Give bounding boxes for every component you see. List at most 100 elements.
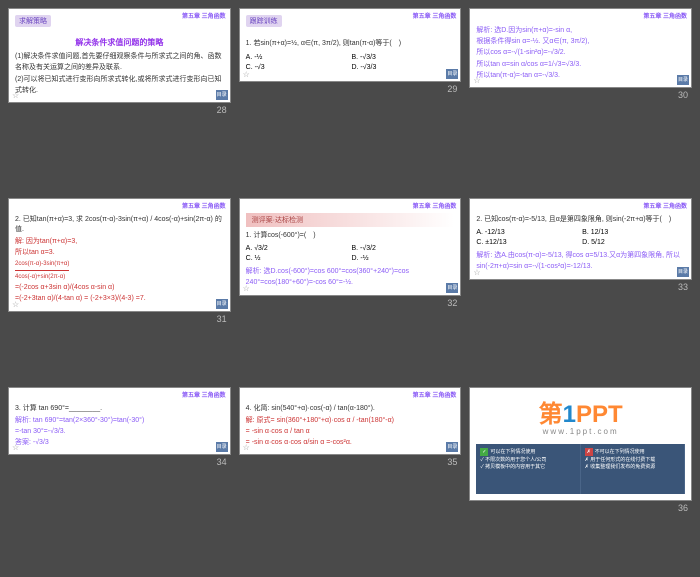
footer-right-title: ✗不可以在下列情况使用 bbox=[585, 448, 680, 456]
slide-number: 34 bbox=[8, 457, 231, 467]
x-icon: ✗ bbox=[585, 448, 593, 456]
footer-box: ✓可以在下列情况使用 ✓ 不限次数的用于您个人/公司 ✓ 拷贝模板中的内容用于其… bbox=[476, 444, 685, 494]
question: 4. 化简: sin(540°+α)·cos(-α) / tan(α-180°)… bbox=[246, 404, 455, 415]
solution: 解: 原式= sin(360°+180°+α)·cos α / -tan(180… bbox=[246, 415, 455, 449]
footer-left-title: ✓可以在下列情况使用 bbox=[480, 448, 575, 456]
option-a: A. -½ bbox=[246, 54, 349, 61]
option-d: D. -½ bbox=[351, 255, 454, 262]
slide-35: 第五章 三角函数 4. 化简: sin(540°+α)·cos(-α) / ta… bbox=[239, 387, 462, 455]
option-c: C. -√3 bbox=[246, 64, 349, 71]
sol-line: 所以tan α=sin α/cos α=1/√3=√3/3. bbox=[476, 59, 685, 70]
slide-number: 35 bbox=[239, 457, 462, 467]
option-d: D. -√3/3 bbox=[351, 64, 454, 71]
footer-left-items: ✓ 不限次数的用于您个人/公司 ✓ 拷贝模板中的内容用于其它 bbox=[480, 456, 575, 470]
options-grid: A. -½ B. -√3/3 C. -√3 D. -√3/3 bbox=[246, 54, 455, 71]
footer-left: ✓可以在下列情况使用 ✓ 不限次数的用于您个人/公司 ✓ 拷贝模板中的内容用于其… bbox=[476, 444, 580, 494]
question: 2. 已知cos(π-α)=-5/13, 且α是第四象限角, 则sin(-2π+… bbox=[476, 215, 685, 226]
nav-icon[interactable]: 目录 bbox=[446, 69, 458, 79]
sol-line: 所以tan α=3. bbox=[15, 247, 224, 258]
option-c: C. ½ bbox=[246, 255, 349, 262]
slide-number: 32 bbox=[239, 298, 462, 308]
footer-right: ✗不可以在下列情况使用 ✗ 用于任何形式的在线付费下载 ✗ 收集整理我们发布的免… bbox=[581, 444, 685, 494]
option-b: B. -√3/2 bbox=[351, 245, 454, 252]
slide-34: 第五章 三角函数 3. 计算 tan 690°=________. 解析: ta… bbox=[8, 387, 231, 455]
logo-part3: PPT bbox=[576, 401, 623, 428]
sol-line: =(-2+3tan α)/(4-tan α) = (-2+3×3)/(4-3) … bbox=[15, 293, 224, 304]
sol-line: = -sin α·cos α·cos α/sin α =-cos²α. bbox=[246, 437, 455, 448]
sol-line: 解析: 选D.因为sin(π+α)=-sin α, bbox=[476, 25, 685, 36]
sol-line: 所以cos α=-√(1-sin²α)=-√3/2. bbox=[476, 47, 685, 58]
slide-number: 36 bbox=[469, 503, 692, 513]
chapter-header: 第五章 三角函数 bbox=[643, 11, 687, 20]
question: 1. 若sin(π+α)=½, α∈(π, 3π/2), 则tan(π-α)等于… bbox=[246, 39, 455, 50]
logo-url: www.1ppt.com bbox=[543, 427, 619, 436]
sol-line: =(-2cos α+3sin α)/(4cos α-sin α) bbox=[15, 282, 224, 293]
question: 2. 已知tan(π+α)=3, 求 2cos(π-α)-3sin(π+α) /… bbox=[15, 215, 224, 236]
chapter-header: 第五章 三角函数 bbox=[182, 201, 226, 210]
question: 1. 计算cos(-600°)=( ) bbox=[246, 231, 455, 242]
option-a: A. -12/13 bbox=[476, 229, 579, 236]
nav-icon[interactable]: 目录 bbox=[446, 442, 458, 452]
heading: 解决条件求值问题的策略 bbox=[15, 37, 224, 48]
solution: 解析: 选D.cos(-600°)=cos 600°=cos(360°+240°… bbox=[246, 266, 455, 288]
star-icon: ☆ bbox=[12, 443, 19, 452]
solution: 解: 因为tan(π+α)=3, 所以tan α=3. 2cos(π-α)-3s… bbox=[15, 236, 224, 305]
slide-36: 第1PPT www.1ppt.com ✓可以在下列情况使用 ✓ 不限次数的用于您… bbox=[469, 387, 692, 501]
sol-line: 解: 原式= sin(360°+180°+α)·cos α / -tan(180… bbox=[246, 415, 455, 426]
nav-icon[interactable]: 目录 bbox=[216, 299, 228, 309]
solution: 解析: tan 690°=tan(2×360°-30°)=tan(-30°) =… bbox=[15, 415, 224, 449]
star-icon: ☆ bbox=[243, 284, 250, 293]
slide-32: 第五章 三角函数 测评案·达标检测 1. 计算cos(-600°)=( ) A.… bbox=[239, 198, 462, 296]
nav-icon[interactable]: 目录 bbox=[677, 75, 689, 85]
nav-icon[interactable]: 目录 bbox=[216, 90, 228, 100]
slide-number: 31 bbox=[8, 314, 231, 324]
slide-33: 第五章 三角函数 2. 已知cos(π-α)=-5/13, 且α是第四象限角, … bbox=[469, 198, 692, 280]
section-label: 求解策略 bbox=[15, 15, 51, 27]
sol-line: = -sin α·cos α / tan α bbox=[246, 426, 455, 437]
star-icon: ☆ bbox=[473, 76, 480, 85]
footer-right-items: ✗ 用于任何形式的在线付费下载 ✗ 收集整理我们发布的免费资源 bbox=[585, 456, 680, 470]
sol-line: 答案: -√3/3 bbox=[15, 437, 224, 448]
options-grid: A. -12/13 B. 12/13 C. ±12/13 D. 5/12 bbox=[476, 229, 685, 246]
slide-30: 第五章 三角函数 解析: 选D.因为sin(π+α)=-sin α, 根据条件得… bbox=[469, 8, 692, 88]
star-icon: ☆ bbox=[473, 268, 480, 277]
logo-part2: 1 bbox=[563, 401, 576, 428]
logo-part1: 第 bbox=[539, 401, 563, 428]
star-icon: ☆ bbox=[12, 91, 19, 100]
option-c: C. ±12/13 bbox=[476, 239, 579, 246]
slide-number: 29 bbox=[239, 84, 462, 94]
options-grid: A. √3/2 B. -√3/2 C. ½ D. -½ bbox=[246, 245, 455, 262]
sol-line: 解: 因为tan(π+α)=3, bbox=[15, 236, 224, 247]
sol-line: 根据条件得sin α=-½. 又α∈(π, 3π/2), bbox=[476, 36, 685, 47]
option-b: B. -√3/3 bbox=[351, 54, 454, 61]
slide-number: 30 bbox=[469, 90, 692, 100]
sol-line: 2cos(π-α)-3sin(π+α) bbox=[15, 260, 69, 271]
slide-31: 第五章 三角函数 2. 已知tan(π+α)=3, 求 2cos(π-α)-3s… bbox=[8, 198, 231, 312]
slide-number: 33 bbox=[469, 282, 692, 292]
chapter-header: 第五章 三角函数 bbox=[413, 11, 457, 20]
section-label: 跟踪训练 bbox=[246, 15, 282, 27]
option-a: A. √3/2 bbox=[246, 245, 349, 252]
nav-icon[interactable]: 目录 bbox=[216, 442, 228, 452]
nav-icon[interactable]: 目录 bbox=[446, 283, 458, 293]
star-icon: ☆ bbox=[243, 70, 250, 79]
body-text-1: (1)解决条件求值问题,首先要仔细观察条件与所求式之间的角、函数名称及有关运算之… bbox=[15, 52, 224, 73]
star-icon: ☆ bbox=[243, 443, 250, 452]
slide-28: 第五章 三角函数 求解策略 解决条件求值问题的策略 (1)解决条件求值问题,首先… bbox=[8, 8, 231, 103]
option-b: B. 12/13 bbox=[582, 229, 685, 236]
logo: 第1PPT bbox=[539, 394, 623, 429]
sol-line: 解析: tan 690°=tan(2×360°-30°)=tan(-30°) bbox=[15, 415, 224, 426]
option-d: D. 5/12 bbox=[582, 239, 685, 246]
chapter-header: 第五章 三角函数 bbox=[413, 201, 457, 210]
solution: 解析: 选D.因为sin(π+α)=-sin α, 根据条件得sin α=-½.… bbox=[476, 25, 685, 81]
sol-line: 4cos(-α)+sin(2π-α) bbox=[15, 273, 65, 283]
sol-line: =-tan 30°=-√3/3. bbox=[15, 426, 224, 437]
nav-icon[interactable]: 目录 bbox=[677, 267, 689, 277]
chapter-header: 第五章 三角函数 bbox=[643, 201, 687, 210]
check-icon: ✓ bbox=[480, 448, 488, 456]
question: 3. 计算 tan 690°=________. bbox=[15, 404, 224, 415]
quiz-banner: 测评案·达标检测 bbox=[246, 213, 455, 227]
sol-line: 所以tan(π-α)=-tan α=-√3/3. bbox=[476, 70, 685, 81]
chapter-header: 第五章 三角函数 bbox=[182, 390, 226, 399]
body-text-2: (2)可以将已知式进行变形向所求式转化,或将所求式进行变形向已知式转化. bbox=[15, 75, 224, 96]
